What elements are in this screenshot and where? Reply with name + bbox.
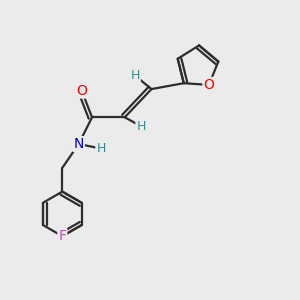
Text: N: N xyxy=(74,137,84,151)
Text: O: O xyxy=(76,84,87,98)
Text: H: H xyxy=(136,120,146,133)
Text: F: F xyxy=(58,229,66,243)
Text: H: H xyxy=(130,69,140,82)
Text: O: O xyxy=(203,78,214,92)
Text: H: H xyxy=(96,142,106,155)
